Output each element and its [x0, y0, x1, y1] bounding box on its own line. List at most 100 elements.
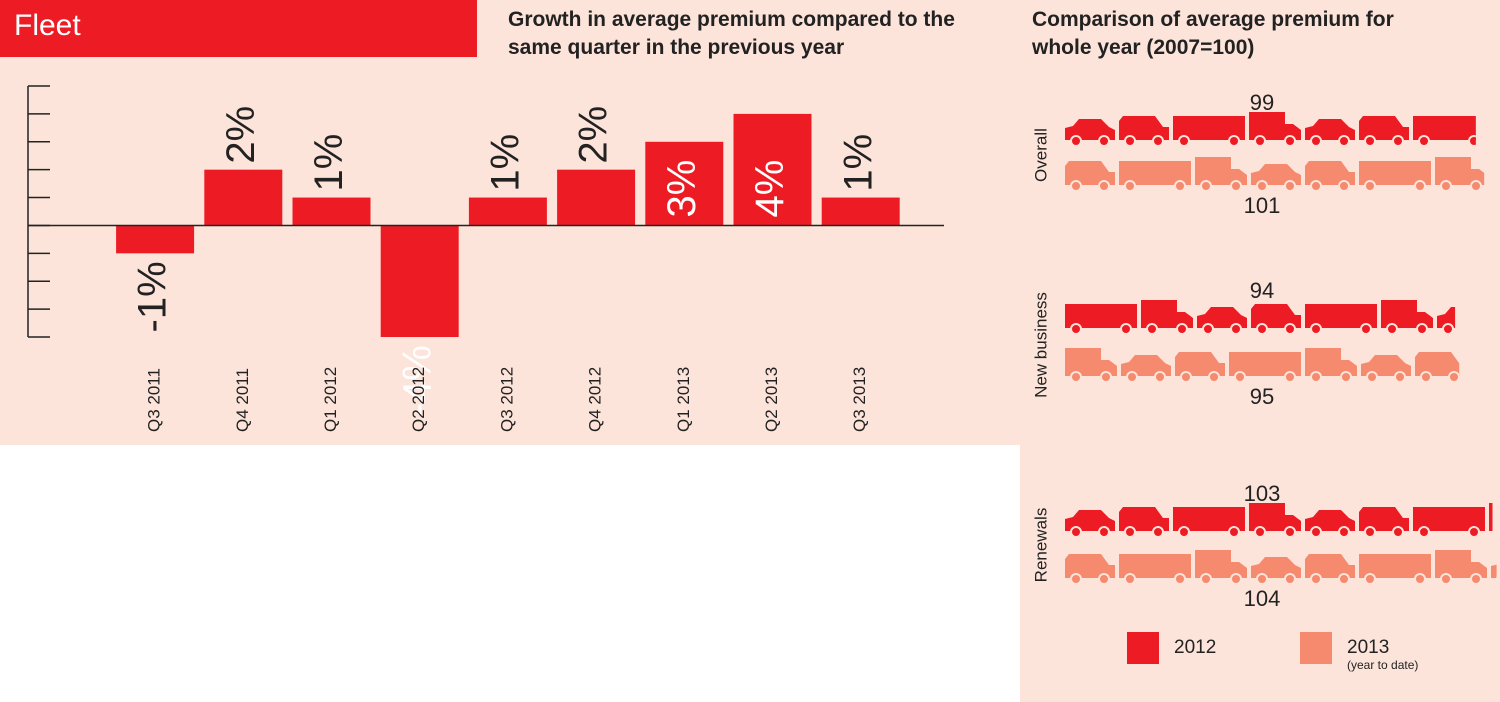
wheel [1470, 180, 1482, 192]
row-label: Overall [1031, 128, 1050, 182]
wheel [1448, 371, 1460, 383]
wheel [1200, 180, 1212, 192]
vehicle-row [1065, 550, 1497, 585]
wheel [1418, 526, 1430, 538]
bar [468, 197, 547, 226]
vehicle-icon [1121, 355, 1171, 376]
x-tick-label: Q2 2012 [409, 367, 428, 432]
wheel [1124, 135, 1136, 147]
vehicle-icon [1489, 503, 1493, 531]
wheel [1392, 526, 1404, 538]
legend-label: 2013 [1347, 637, 1389, 658]
vehicle-icon [1065, 554, 1115, 578]
value-label: 99 [1250, 90, 1274, 115]
vehicle-icon [1437, 307, 1456, 328]
bar [380, 225, 459, 337]
vehicle-row [1065, 300, 1456, 335]
x-tick-label: Q4 2012 [586, 367, 605, 432]
bar [204, 169, 283, 226]
vehicle-icon [1359, 507, 1409, 531]
bar [292, 197, 371, 226]
wheel [1284, 323, 1296, 335]
value-label: 1% [307, 134, 351, 192]
value-label: 4% [748, 160, 792, 218]
wheel [1414, 180, 1426, 192]
x-tick-label: Q1 2012 [321, 367, 340, 432]
wheel [1284, 180, 1296, 192]
wheel [1284, 573, 1296, 585]
vehicle-icon [1065, 510, 1115, 531]
vehicle-icon [1359, 554, 1431, 578]
bar [557, 169, 636, 226]
bar-chart-title: Growth in average premium compared to th… [508, 8, 955, 59]
wheel [1202, 323, 1214, 335]
x-tick-label: Q3 2011 [145, 368, 164, 432]
value-label: 3% [660, 160, 704, 218]
vehicle-icon [1065, 304, 1137, 328]
wheel [1414, 573, 1426, 585]
wheel [1284, 135, 1296, 147]
wheel [1174, 573, 1186, 585]
wheel [1152, 526, 1164, 538]
value-label: 101 [1244, 193, 1281, 218]
wheel [1364, 526, 1376, 538]
wheel [1098, 135, 1110, 147]
wheel [1364, 180, 1376, 192]
vehicle-icon [1065, 161, 1115, 185]
bar [116, 225, 195, 254]
value-label: -1% [131, 261, 175, 332]
vehicle-icon [1249, 112, 1301, 140]
wheel [1310, 135, 1322, 147]
vehicle-icon [1413, 507, 1485, 531]
wheel [1284, 526, 1296, 538]
vehicle-row [1065, 503, 1493, 538]
vehicle-icon [1173, 116, 1245, 140]
vehicle-icon [1305, 304, 1377, 328]
vehicle-icon [1195, 550, 1247, 578]
vehicle-icon [1381, 300, 1433, 328]
pictogram-title: Comparison of average premium for whole … [1032, 8, 1394, 59]
wheel [1392, 135, 1404, 147]
wheel [1228, 526, 1240, 538]
vehicle-icon [1173, 507, 1245, 531]
vehicle-icon [1065, 119, 1115, 140]
wheel [1256, 573, 1268, 585]
value-label: -4% [395, 345, 439, 416]
wheel [1070, 573, 1082, 585]
vehicle-icon [1251, 164, 1301, 185]
vehicle-icon [1119, 554, 1191, 578]
vehicle-icon [1305, 161, 1355, 185]
wheel [1070, 526, 1082, 538]
legend-swatch [1300, 632, 1332, 664]
vehicle-icon [1435, 550, 1487, 578]
row-label: Renewals [1031, 508, 1050, 583]
wheel [1310, 180, 1322, 192]
wheel [1230, 323, 1242, 335]
wheel [1070, 135, 1082, 147]
vehicle-icon [1119, 161, 1191, 185]
vehicle-icon [1229, 352, 1301, 376]
wheel [1124, 526, 1136, 538]
wheel [1230, 573, 1242, 585]
wheel [1070, 180, 1082, 192]
wheel [1254, 526, 1266, 538]
wheel [1124, 573, 1136, 585]
wheel [1234, 371, 1246, 383]
wheel [1386, 323, 1398, 335]
value-label: 94 [1250, 278, 1274, 303]
wheel [1418, 135, 1430, 147]
vehicle-icon [1251, 557, 1301, 578]
vehicle-icon [1175, 352, 1225, 376]
vehicle-icon [1305, 510, 1355, 531]
bar [645, 141, 724, 226]
wheel [1256, 180, 1268, 192]
vehicle-icon [1065, 348, 1117, 376]
wheel [1228, 135, 1240, 147]
wheel [1098, 526, 1110, 538]
wheel [1070, 323, 1082, 335]
header-title: Fleet [14, 9, 81, 42]
wheel [1366, 371, 1378, 383]
header-bar [0, 0, 477, 57]
